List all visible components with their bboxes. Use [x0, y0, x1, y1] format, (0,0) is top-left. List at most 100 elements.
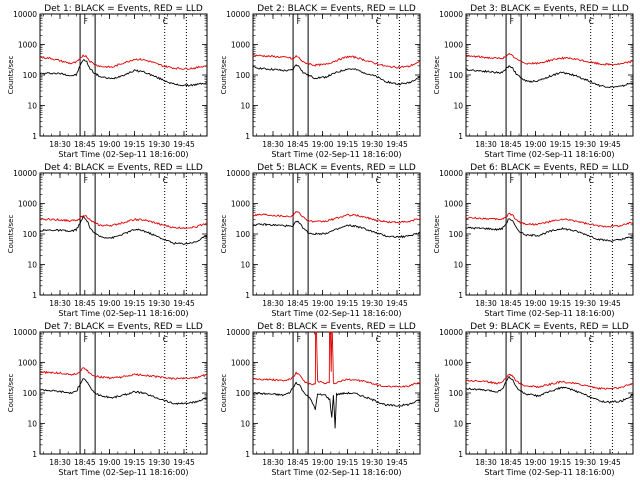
chart-det-2: Det 2: BLACK = Events, RED = LLD 1 10 100 10…	[220, 4, 421, 159]
x-tick-label: 19:45	[173, 140, 195, 149]
y-tick-label: 100	[449, 389, 464, 398]
x-tick-label: 19:30	[361, 458, 383, 467]
x-axis-label: Start Time (02-Sep-11 18:16:00)	[58, 150, 188, 159]
chart-title: Det 4: BLACK = Events, RED = LLD	[44, 163, 203, 173]
x-tick-label: 19:45	[599, 458, 621, 467]
y-tick-label: 1	[32, 450, 37, 459]
y-tick-label: 10	[453, 420, 463, 429]
series-events-line	[39, 215, 208, 245]
y-tick-label: 100	[236, 71, 251, 80]
x-tick-label: 19:45	[386, 458, 408, 467]
y-tick-label: 1000	[231, 359, 250, 368]
x-tick-label: 19:00	[312, 299, 334, 308]
x-tick-label: 18:45	[287, 458, 309, 467]
annotation-c: C	[376, 335, 381, 344]
x-tick-label: 19:30	[574, 299, 596, 308]
y-tick-label: 1000	[444, 359, 463, 368]
x-tick-label: 18:45	[500, 458, 522, 467]
annotation-c: C	[163, 335, 168, 344]
chart-det-1: Det 1: BLACK = Events, RED = LLD 1 10 100 10…	[7, 4, 208, 159]
x-tick-label: 18:30	[49, 140, 71, 149]
chart-det-4: Det 4: BLACK = Events, RED = LLD 1 10 100 10…	[7, 163, 208, 318]
series-lld-line	[39, 54, 208, 70]
x-tick-label: 19:45	[173, 458, 195, 467]
y-tick-label: 10	[27, 261, 37, 270]
series-lld-line	[252, 210, 421, 224]
x-axis-label: Start Time (02-Sep-11 18:16:00)	[271, 150, 401, 159]
chart-title: Det 9: BLACK = Events, RED = LLD	[470, 322, 629, 332]
y-tick-label: 10	[240, 420, 250, 429]
x-tick-label: 19:00	[312, 140, 334, 149]
chart-det-6: Det 6: BLACK = Events, RED = LLD 1 10 100 10…	[433, 163, 634, 318]
y-tick-label: 10000	[439, 169, 463, 178]
x-tick-label: 19:15	[550, 299, 572, 308]
x-tick-label: 18:30	[475, 458, 497, 467]
y-axis-label: Counts/sec	[433, 374, 441, 413]
annotation-f: F	[510, 335, 514, 344]
y-tick-label: 10	[27, 420, 37, 429]
series-events-line	[252, 220, 421, 239]
y-tick-label: 1	[32, 132, 37, 141]
chart-title: Det 2: BLACK = Events, RED = LLD	[257, 4, 416, 14]
annotation-c: C	[376, 17, 381, 26]
y-tick-label: 1000	[18, 41, 37, 50]
chart-title: Det 1: BLACK = Events, RED = LLD	[44, 4, 203, 14]
x-tick-label: 19:15	[337, 140, 359, 149]
x-tick-label: 18:45	[287, 299, 309, 308]
y-tick-label: 1000	[18, 359, 37, 368]
x-tick-label: 18:30	[262, 299, 284, 308]
y-axis-label: Counts/sec	[7, 374, 15, 413]
series-lld-line	[252, 331, 421, 388]
annotation-c: C	[376, 176, 381, 185]
y-axis-label: Counts/sec	[7, 56, 15, 95]
y-tick-label: 1	[245, 450, 250, 459]
y-tick-label: 1	[458, 291, 463, 300]
chart-title: Det 7: BLACK = Events, RED = LLD	[44, 322, 203, 332]
x-tick-label: 19:15	[337, 458, 359, 467]
y-tick-label: 10	[453, 102, 463, 111]
annotation-f: F	[297, 17, 301, 26]
x-axis-label: Start Time (02-Sep-11 18:16:00)	[484, 468, 614, 477]
y-tick-label: 10000	[226, 328, 250, 337]
y-tick-label: 10000	[13, 328, 37, 337]
x-tick-label: 19:45	[386, 140, 408, 149]
series-events-line	[39, 58, 208, 87]
x-tick-label: 19:30	[574, 140, 596, 149]
series-events-line	[39, 378, 208, 406]
chart-title: Det 3: BLACK = Events, RED = LLD	[470, 4, 629, 14]
x-tick-label: 19:00	[99, 140, 121, 149]
x-tick-label: 18:45	[500, 299, 522, 308]
x-tick-label: 18:30	[262, 458, 284, 467]
series-events-line	[252, 381, 421, 429]
x-tick-label: 18:30	[475, 299, 497, 308]
annotation-c: C	[163, 17, 168, 26]
series-lld-line	[252, 54, 421, 69]
x-tick-label: 19:00	[99, 458, 121, 467]
x-tick-label: 18:30	[49, 458, 71, 467]
x-tick-label: 18:30	[475, 140, 497, 149]
series-lld-line	[39, 367, 208, 380]
x-tick-label: 19:30	[361, 140, 383, 149]
chart-title: Det 6: BLACK = Events, RED = LLD	[470, 163, 629, 173]
annotation-f: F	[510, 17, 514, 26]
chart-title: Det 5: BLACK = Events, RED = LLD	[257, 163, 416, 173]
x-tick-label: 19:30	[148, 458, 170, 467]
chart-title: Det 8: BLACK = Events, RED = LLD	[257, 322, 416, 332]
y-tick-label: 10000	[13, 169, 37, 178]
y-tick-label: 1000	[444, 41, 463, 50]
y-tick-label: 1	[458, 132, 463, 141]
x-tick-label: 19:45	[599, 299, 621, 308]
x-tick-label: 19:15	[337, 299, 359, 308]
annotation-f: F	[84, 335, 88, 344]
x-axis-label: Start Time (02-Sep-11 18:16:00)	[271, 468, 401, 477]
x-tick-label: 19:30	[148, 140, 170, 149]
x-tick-label: 19:15	[550, 458, 572, 467]
y-tick-label: 100	[23, 71, 38, 80]
annotation-f: F	[84, 17, 88, 26]
y-tick-label: 1	[245, 132, 250, 141]
annotation-c: C	[589, 176, 594, 185]
y-tick-label: 100	[23, 230, 38, 239]
series-events-line	[465, 375, 634, 404]
x-tick-label: 19:00	[525, 458, 547, 467]
x-tick-label: 19:15	[124, 140, 146, 149]
